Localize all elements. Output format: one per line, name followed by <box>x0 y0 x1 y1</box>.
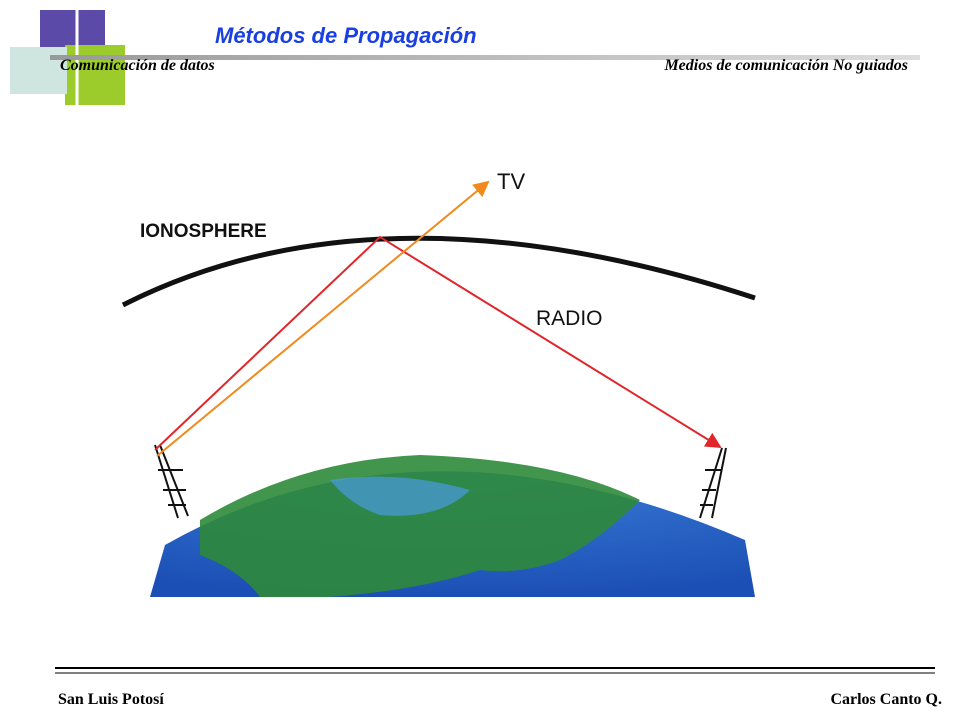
footer-left: San Luis Potosí <box>58 691 164 708</box>
decoration <box>10 10 920 112</box>
propagation-figure: TV IONOSPHERE RADIO <box>121 169 756 597</box>
ionosphere-arc <box>121 235 756 308</box>
label-ionosphere: IONOSPHERE <box>140 221 267 242</box>
radio-path <box>154 235 722 451</box>
header-left: Comunicación de datos <box>60 57 215 74</box>
land <box>200 455 640 597</box>
label-radio: RADIO <box>536 307 603 330</box>
footer-right: Carlos Canto Q. <box>830 691 942 708</box>
tower-right <box>699 447 727 519</box>
tv-path <box>156 180 490 457</box>
tower-left <box>154 444 189 519</box>
slide-title: Métodos de Propagación <box>215 23 477 48</box>
lakes <box>330 476 470 516</box>
header-right: Medios de comunicación No guiados <box>663 57 908 74</box>
label-tv: TV <box>497 169 525 194</box>
